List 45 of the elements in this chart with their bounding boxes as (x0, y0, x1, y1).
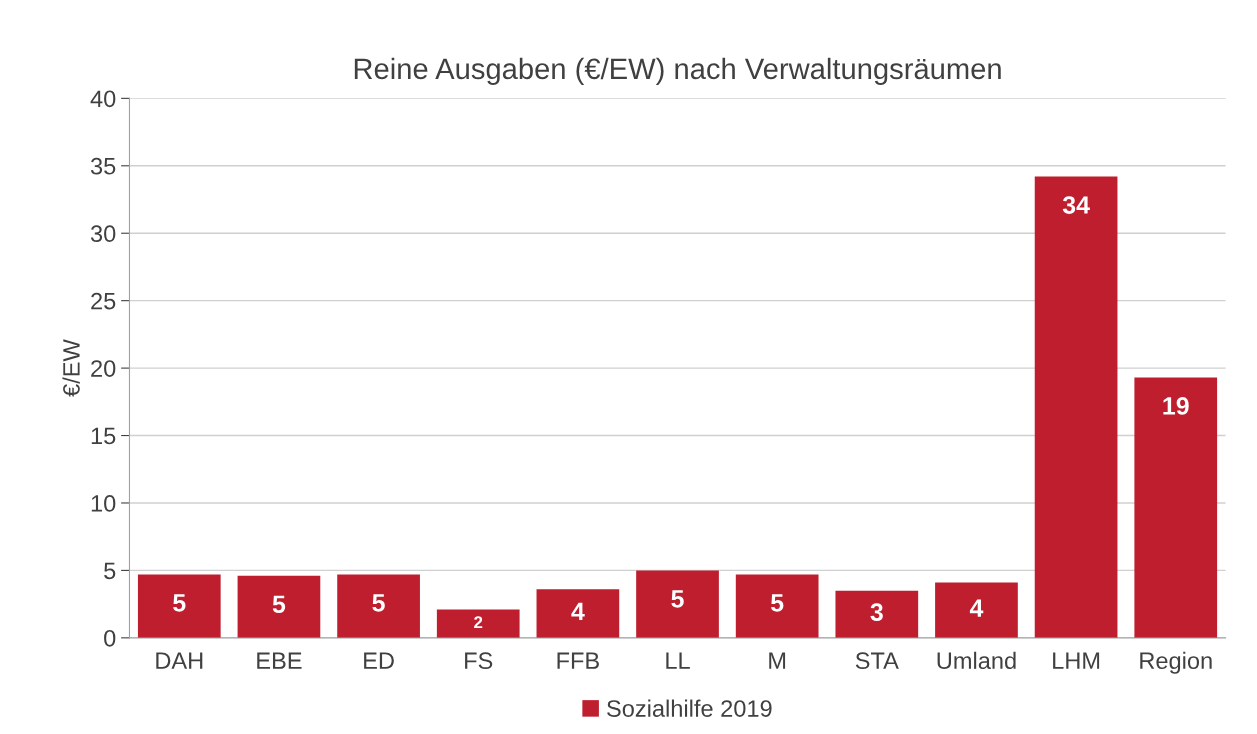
data-label: 5 (770, 594, 784, 612)
x-tick-label: LL (666, 652, 690, 669)
bar (636, 570, 719, 638)
chart-title: Reine Ausgaben (€/EW) nach Verwaltungsräumen (354, 57, 1001, 85)
data-label: 5 (272, 595, 286, 614)
data-label: 3 (870, 603, 883, 621)
data-label: 4 (969, 599, 984, 617)
x-tick-label: ED (364, 652, 394, 669)
data-label: 34 (1062, 196, 1090, 214)
x-tick-label: LHM (1053, 652, 1100, 669)
data-label: 4 (571, 602, 585, 621)
data-label: 19 (1163, 397, 1189, 415)
bar (536, 589, 620, 638)
bar (735, 574, 819, 638)
x-tick-label: FFB (557, 652, 599, 669)
bar (835, 590, 919, 638)
bar (935, 582, 1018, 638)
legend-label: Sozialhilfe 2019 (607, 699, 772, 717)
data-label: 5 (173, 594, 186, 612)
data-label: 5 (671, 590, 684, 608)
x-tick-label: M (769, 652, 786, 669)
x-tick-label: Region (1140, 651, 1212, 674)
bar (137, 574, 221, 638)
bar (436, 609, 520, 638)
y-tick-label: 5 (104, 562, 116, 580)
y-tick-label: 10 (91, 495, 116, 512)
x-tick-label: Umland (937, 651, 1016, 670)
y-tick-label: 20 (91, 360, 116, 377)
y-tick-label: 25 (91, 292, 116, 310)
y-tick-label: 15 (91, 427, 116, 445)
bar (337, 574, 420, 638)
x-tick-label: DAH (156, 652, 203, 669)
x-tick-label: FS (465, 652, 493, 670)
x-tick-label: STA (855, 652, 899, 670)
y-axis-title: €/EW (62, 339, 80, 397)
y-tick-label: 0 (104, 629, 116, 647)
y-tick-label: 35 (90, 157, 116, 175)
data-label: 5 (372, 594, 385, 612)
bar (1134, 377, 1218, 638)
data-label: 2 (474, 616, 483, 629)
bar (237, 575, 321, 638)
y-tick-label: 30 (90, 225, 116, 243)
x-tick-label: EBE (257, 652, 302, 669)
y-tick-label: 40 (90, 90, 116, 108)
bar (1034, 176, 1118, 638)
